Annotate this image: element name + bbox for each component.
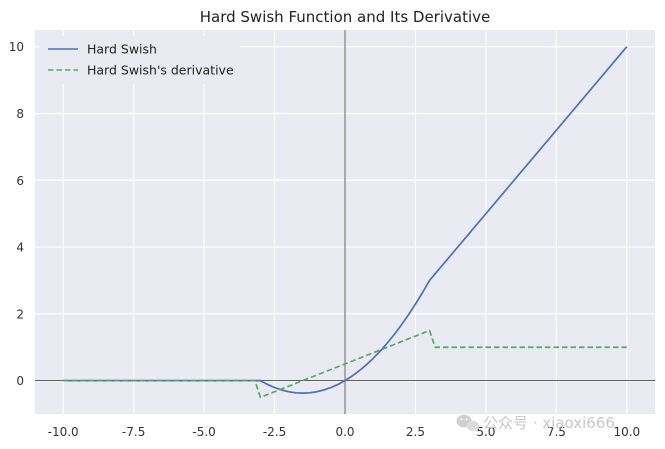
x-tick-label: 10.0	[613, 425, 640, 439]
x-tick-label: 5.0	[476, 425, 495, 439]
x-tick-label: -2.5	[263, 425, 286, 439]
x-tick-label: 0.0	[335, 425, 354, 439]
tick-labels: -10.0 -7.5 -5.0 -2.5 0.0 2.5 5.0 7.5 10.0 0 2 4 6 8 10	[9, 40, 640, 439]
y-tick-label: 4	[16, 241, 24, 255]
legend-box	[40, 36, 240, 84]
legend: Hard Swish Hard Swish's derivative	[40, 36, 240, 84]
y-tick-label: 2	[16, 307, 24, 321]
watermark-text: 公众号 · xiaoxi666	[483, 414, 615, 432]
series-line-0	[63, 46, 628, 394]
watermark: 公众号 · xiaoxi666	[456, 414, 615, 432]
series-layer	[63, 46, 628, 399]
x-tick-label: -5.0	[192, 425, 215, 439]
y-tick-label: 8	[16, 107, 24, 121]
chart-title: Hard Swish Function and Its Derivative	[200, 8, 491, 26]
x-tick-label: -10.0	[48, 425, 79, 439]
y-tick-label: 0	[16, 374, 24, 388]
x-tick-label: -7.5	[122, 425, 145, 439]
x-tick-label: 2.5	[406, 425, 425, 439]
legend-label-hard-swish-derivative: Hard Swish's derivative	[87, 63, 234, 78]
y-tick-label: 10	[9, 40, 24, 54]
series-line-1	[63, 329, 627, 399]
wechat-icon	[456, 414, 480, 432]
x-tick-label: 7.5	[547, 425, 566, 439]
legend-label-hard-swish: Hard Swish	[87, 42, 157, 57]
y-tick-label: 6	[16, 174, 24, 188]
